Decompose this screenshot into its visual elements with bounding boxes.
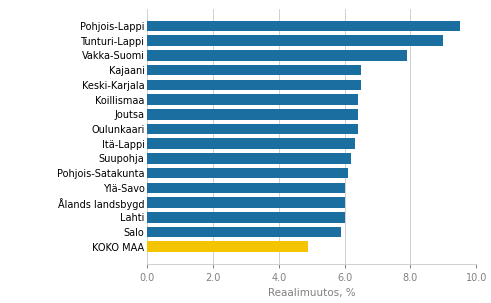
Bar (147, 50, 407, 61)
Bar (147, 183, 345, 193)
Bar (147, 124, 358, 134)
Bar (147, 21, 460, 31)
Bar (147, 35, 443, 46)
Bar (147, 79, 361, 90)
Bar (147, 197, 345, 208)
X-axis label: Reaalimuutos, %: Reaalimuutos, % (268, 288, 355, 298)
Bar (147, 168, 348, 178)
Bar (147, 153, 351, 164)
Bar (147, 241, 308, 252)
Bar (147, 109, 358, 120)
Bar (147, 212, 345, 223)
Bar (147, 227, 341, 237)
Bar (147, 138, 355, 149)
Bar (147, 94, 358, 105)
Bar (147, 65, 361, 75)
